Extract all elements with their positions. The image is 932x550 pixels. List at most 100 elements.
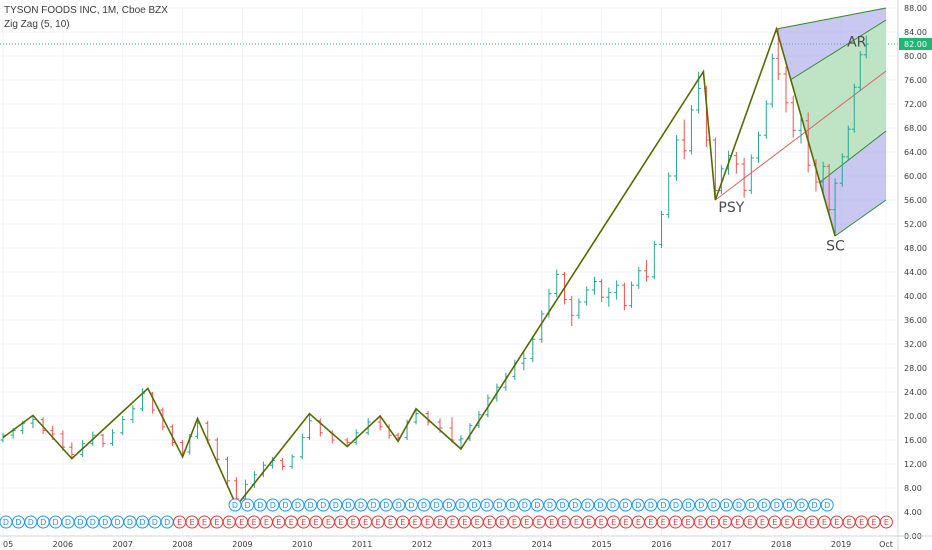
dividend-circle bbox=[619, 498, 633, 512]
event-glyph: E bbox=[661, 518, 666, 527]
dividend-circle bbox=[228, 498, 242, 512]
price-tick-label: 52.00 bbox=[904, 220, 927, 229]
event-glyph: E bbox=[673, 518, 678, 527]
price-tick-label: 48.00 bbox=[904, 244, 927, 253]
dividend-marker: D bbox=[606, 498, 620, 512]
price-tick-label: 20.00 bbox=[904, 412, 927, 421]
dividend-circle bbox=[782, 498, 796, 512]
dividend-circle bbox=[770, 498, 784, 512]
dividend-circle bbox=[694, 498, 708, 512]
event-glyph: E bbox=[847, 518, 852, 527]
price-axis[interactable]: 88.00 84.00 80.00 76.00 72.00 68.00 64.00 60.00… bbox=[897, 0, 932, 550]
time-tick-label: 2007 bbox=[113, 540, 133, 549]
earnings-marker: E bbox=[768, 515, 782, 529]
dividend-marker: D bbox=[367, 498, 381, 512]
ohlc-bar bbox=[636, 267, 642, 289]
dividend-circle bbox=[606, 498, 620, 512]
event-glyph: E bbox=[797, 518, 802, 527]
event-glyph: E bbox=[313, 518, 318, 527]
dividend-marker: D bbox=[291, 498, 305, 512]
earnings-marker: E bbox=[607, 515, 621, 529]
earnings-marker: E bbox=[706, 515, 720, 529]
event-glyph: E bbox=[586, 518, 591, 527]
earnings-marker: E bbox=[743, 515, 757, 529]
ohlc-bar bbox=[666, 172, 672, 218]
earnings-marker: E bbox=[780, 515, 794, 529]
event-glyph: E bbox=[524, 518, 529, 527]
event-glyph: E bbox=[202, 518, 207, 527]
time-tick-label: Oct bbox=[879, 540, 893, 549]
dividend-glyph: D bbox=[660, 501, 666, 510]
earnings-marker: E bbox=[235, 515, 249, 529]
dividend-circle bbox=[669, 498, 683, 512]
ohlc-bar bbox=[120, 416, 126, 436]
ohlc-bar bbox=[280, 458, 286, 470]
price-tick-label: 76.00 bbox=[904, 76, 927, 85]
event-glyph: D bbox=[40, 518, 46, 527]
dividend-glyph: D bbox=[333, 501, 339, 510]
event-glyph: D bbox=[15, 518, 21, 527]
ohlc-bar bbox=[521, 352, 527, 371]
event-glyph: E bbox=[227, 518, 232, 527]
earnings-marker: E bbox=[321, 515, 335, 529]
ohlc-bar bbox=[863, 35, 869, 59]
dividend-marker: D bbox=[73, 515, 87, 529]
dividend-glyph: D bbox=[560, 501, 566, 510]
price-tick-label: 16.00 bbox=[904, 436, 927, 445]
dividend-marker: D bbox=[0, 515, 13, 529]
ohlc-bar bbox=[569, 296, 575, 326]
earnings-marker: E bbox=[346, 515, 360, 529]
event-glyph: E bbox=[611, 518, 616, 527]
annotation-label: AR bbox=[847, 34, 867, 50]
event-glyph: E bbox=[363, 518, 368, 527]
dividend-circle bbox=[795, 498, 809, 512]
event-glyph: E bbox=[264, 518, 269, 527]
earnings-marker: E bbox=[495, 515, 509, 529]
earnings-marker: E bbox=[445, 515, 459, 529]
event-glyph: E bbox=[623, 518, 628, 527]
dividend-marker: D bbox=[253, 498, 267, 512]
ohlc-bar bbox=[826, 164, 832, 215]
event-glyph: D bbox=[90, 518, 96, 527]
dividend-glyph: D bbox=[371, 501, 377, 510]
dividend-marker: D bbox=[505, 498, 519, 512]
dividend-circle bbox=[493, 498, 507, 512]
dividend-circle bbox=[354, 498, 368, 512]
price-tick-label: 56.00 bbox=[904, 196, 927, 205]
ohlc-bar bbox=[748, 154, 754, 194]
event-glyph: E bbox=[189, 518, 194, 527]
dividend-circle bbox=[530, 498, 544, 512]
event-glyph: E bbox=[289, 518, 294, 527]
earnings-marker: E bbox=[458, 515, 472, 529]
event-glyph: E bbox=[636, 518, 641, 527]
event-glyph: E bbox=[822, 518, 827, 527]
dividend-circle bbox=[253, 498, 267, 512]
event-glyph: E bbox=[834, 518, 839, 527]
earnings-marker: E bbox=[557, 515, 571, 529]
dividend-circle bbox=[316, 498, 330, 512]
event-glyph: E bbox=[375, 518, 380, 527]
ohlc-bar bbox=[741, 158, 747, 198]
dividend-circle bbox=[404, 498, 418, 512]
time-axis[interactable]: 05 2006 2007 2008 2009 2010 2011 2012 2013 2014 20… bbox=[0, 535, 932, 549]
dividend-marker: D bbox=[329, 498, 343, 512]
event-glyph: E bbox=[326, 518, 331, 527]
earnings-marker: E bbox=[793, 515, 807, 529]
earnings-marker: E bbox=[619, 515, 633, 529]
event-glyph: E bbox=[425, 518, 430, 527]
earnings-marker: E bbox=[483, 515, 497, 529]
event-glyph: E bbox=[685, 518, 690, 527]
dividend-circle bbox=[379, 498, 393, 512]
ohlc-bar bbox=[712, 137, 718, 200]
dividend-glyph: D bbox=[711, 501, 717, 510]
dividend-marker: D bbox=[782, 498, 796, 512]
price-tick-label: 68.00 bbox=[904, 124, 927, 133]
ohlc-bar bbox=[289, 454, 295, 469]
price-tick-label: 28.00 bbox=[904, 364, 927, 373]
channel-lower-line bbox=[834, 199, 887, 237]
event-glyph: E bbox=[884, 518, 889, 527]
dividend-marker: D bbox=[568, 498, 582, 512]
dividend-circle bbox=[682, 498, 696, 512]
